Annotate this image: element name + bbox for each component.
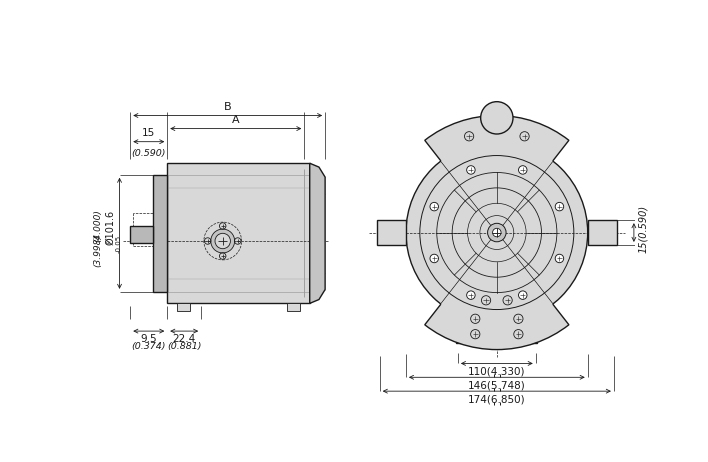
Circle shape xyxy=(555,254,564,263)
Circle shape xyxy=(555,202,564,211)
Text: (0.590): (0.590) xyxy=(132,149,166,158)
Text: A: A xyxy=(232,115,239,125)
Circle shape xyxy=(481,102,513,134)
Text: 146(5.748): 146(5.748) xyxy=(468,380,526,390)
Circle shape xyxy=(481,296,491,305)
Circle shape xyxy=(518,291,527,299)
Text: B: B xyxy=(224,102,232,112)
Circle shape xyxy=(493,228,501,237)
Circle shape xyxy=(514,329,523,339)
Text: º
-0.05: º -0.05 xyxy=(108,235,121,253)
Text: 15(0.590): 15(0.590) xyxy=(638,205,648,253)
Polygon shape xyxy=(167,163,309,304)
Text: 9.5: 9.5 xyxy=(140,334,157,344)
Text: (0.881): (0.881) xyxy=(167,342,202,351)
Circle shape xyxy=(488,223,506,242)
Wedge shape xyxy=(425,116,569,232)
Text: (0.374): (0.374) xyxy=(132,342,166,351)
Circle shape xyxy=(215,233,230,249)
Polygon shape xyxy=(457,311,537,343)
Polygon shape xyxy=(176,304,190,311)
Wedge shape xyxy=(425,232,569,350)
Wedge shape xyxy=(441,232,553,323)
Text: 22.4: 22.4 xyxy=(173,334,196,344)
Polygon shape xyxy=(309,163,325,304)
Text: 15: 15 xyxy=(142,128,156,138)
Polygon shape xyxy=(130,226,154,243)
Circle shape xyxy=(471,329,480,339)
Text: Ø101.6: Ø101.6 xyxy=(105,210,115,245)
Text: (4.000): (4.000) xyxy=(93,209,103,242)
Text: 174(6.850): 174(6.850) xyxy=(468,394,525,404)
Circle shape xyxy=(430,202,438,211)
Circle shape xyxy=(406,142,588,323)
Text: (3.998): (3.998) xyxy=(93,234,103,267)
Circle shape xyxy=(467,291,475,299)
Circle shape xyxy=(514,314,523,323)
Wedge shape xyxy=(441,142,553,232)
Polygon shape xyxy=(377,220,406,245)
Circle shape xyxy=(430,254,438,263)
Polygon shape xyxy=(287,304,300,311)
Circle shape xyxy=(471,314,480,323)
Circle shape xyxy=(211,229,234,253)
Polygon shape xyxy=(588,220,617,245)
Circle shape xyxy=(518,166,527,174)
Text: 110(4.330): 110(4.330) xyxy=(468,366,525,377)
Circle shape xyxy=(520,132,529,141)
Circle shape xyxy=(464,132,474,141)
Circle shape xyxy=(503,296,512,305)
Circle shape xyxy=(467,166,475,174)
Polygon shape xyxy=(154,175,167,292)
